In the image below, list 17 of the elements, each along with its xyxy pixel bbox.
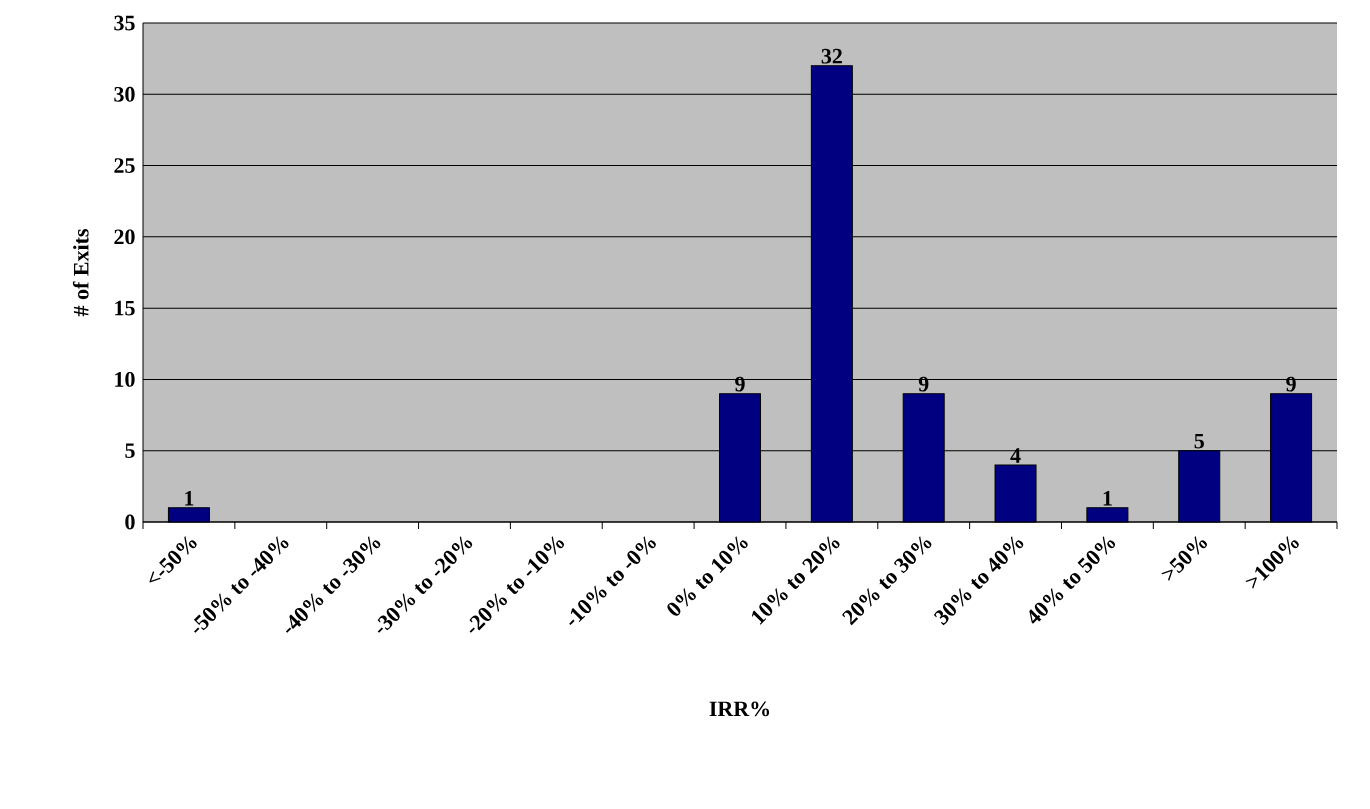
data-label: 4 — [1010, 448, 1021, 463]
y-tick-label: 10 — [115, 372, 135, 387]
y-tick-label: 20 — [114, 229, 135, 245]
data-label: 32 — [821, 48, 842, 64]
x-tick-label: 0% to 10% — [667, 536, 748, 616]
x-tick-label: 30% to 40% — [933, 536, 1024, 626]
y-tick-label: 15 — [115, 300, 135, 316]
y-axis-title: # of Exits — [72, 229, 89, 317]
x-axis-title: IRR% — [709, 701, 770, 717]
y-tick-label: 0 — [125, 514, 135, 530]
y-tick-label: 35 — [114, 15, 135, 31]
data-label: 5 — [1194, 433, 1204, 449]
data-label: 1 — [185, 491, 194, 506]
y-tick-label: 25 — [114, 158, 135, 173]
y-tick-label: 5 — [125, 443, 135, 459]
data-label: 1 — [1103, 491, 1112, 506]
y-tick-label: 30 — [114, 86, 135, 102]
